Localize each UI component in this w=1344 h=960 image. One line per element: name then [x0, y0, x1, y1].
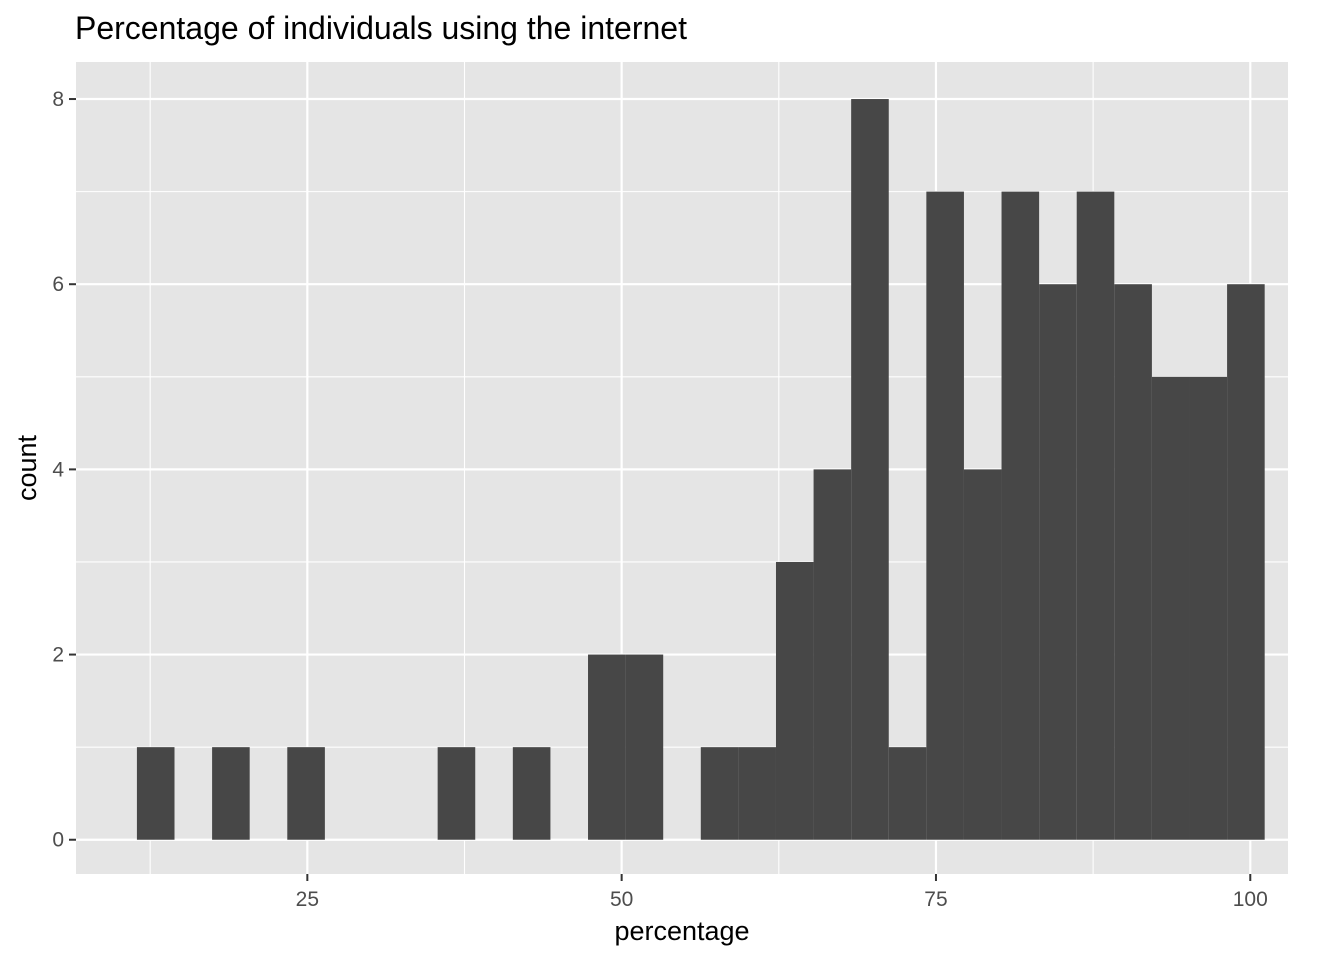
- y-tick-label: 2: [52, 644, 64, 667]
- histogram-bar: [738, 747, 776, 840]
- histogram-bar: [1001, 191, 1040, 840]
- y-axis-title: count: [12, 434, 42, 501]
- x-tick-label: 25: [296, 888, 319, 911]
- chart-title: Percentage of individuals using the inte…: [75, 10, 687, 46]
- histogram-bar: [588, 654, 626, 840]
- histogram-bar: [512, 747, 551, 840]
- histogram-bar: [136, 747, 175, 840]
- histogram-bar: [625, 654, 664, 840]
- x-tick-label: 75: [924, 888, 947, 911]
- histogram-bar: [851, 99, 889, 840]
- histogram-bar: [813, 469, 852, 840]
- x-tick-label: 100: [1233, 888, 1268, 911]
- histogram-bar: [700, 747, 739, 840]
- y-tick-label: 8: [52, 88, 64, 111]
- y-tick-label: 4: [52, 458, 64, 481]
- y-tick-label: 0: [52, 829, 64, 852]
- histogram-bar: [1039, 284, 1077, 840]
- x-axis-title: percentage: [614, 916, 749, 946]
- x-tick-label: 50: [610, 888, 633, 911]
- histogram-bar: [963, 469, 1002, 840]
- histogram-bar: [287, 747, 325, 840]
- histogram-bar: [437, 747, 476, 840]
- histogram-bar: [1151, 376, 1190, 840]
- histogram-bar: [1227, 284, 1265, 840]
- histogram-bar: [775, 561, 814, 840]
- histogram-bar: [1114, 284, 1152, 840]
- axes: 25 50 75 100 0 2 4 6 8: [52, 88, 1267, 911]
- histogram-bar: [1076, 191, 1115, 840]
- histogram-bar: [888, 747, 927, 840]
- histogram-bars: [136, 99, 1265, 840]
- histogram-bar: [1189, 376, 1228, 840]
- histogram-bar: [212, 747, 250, 840]
- histogram-bar: [926, 191, 964, 840]
- y-tick-label: 6: [52, 273, 64, 296]
